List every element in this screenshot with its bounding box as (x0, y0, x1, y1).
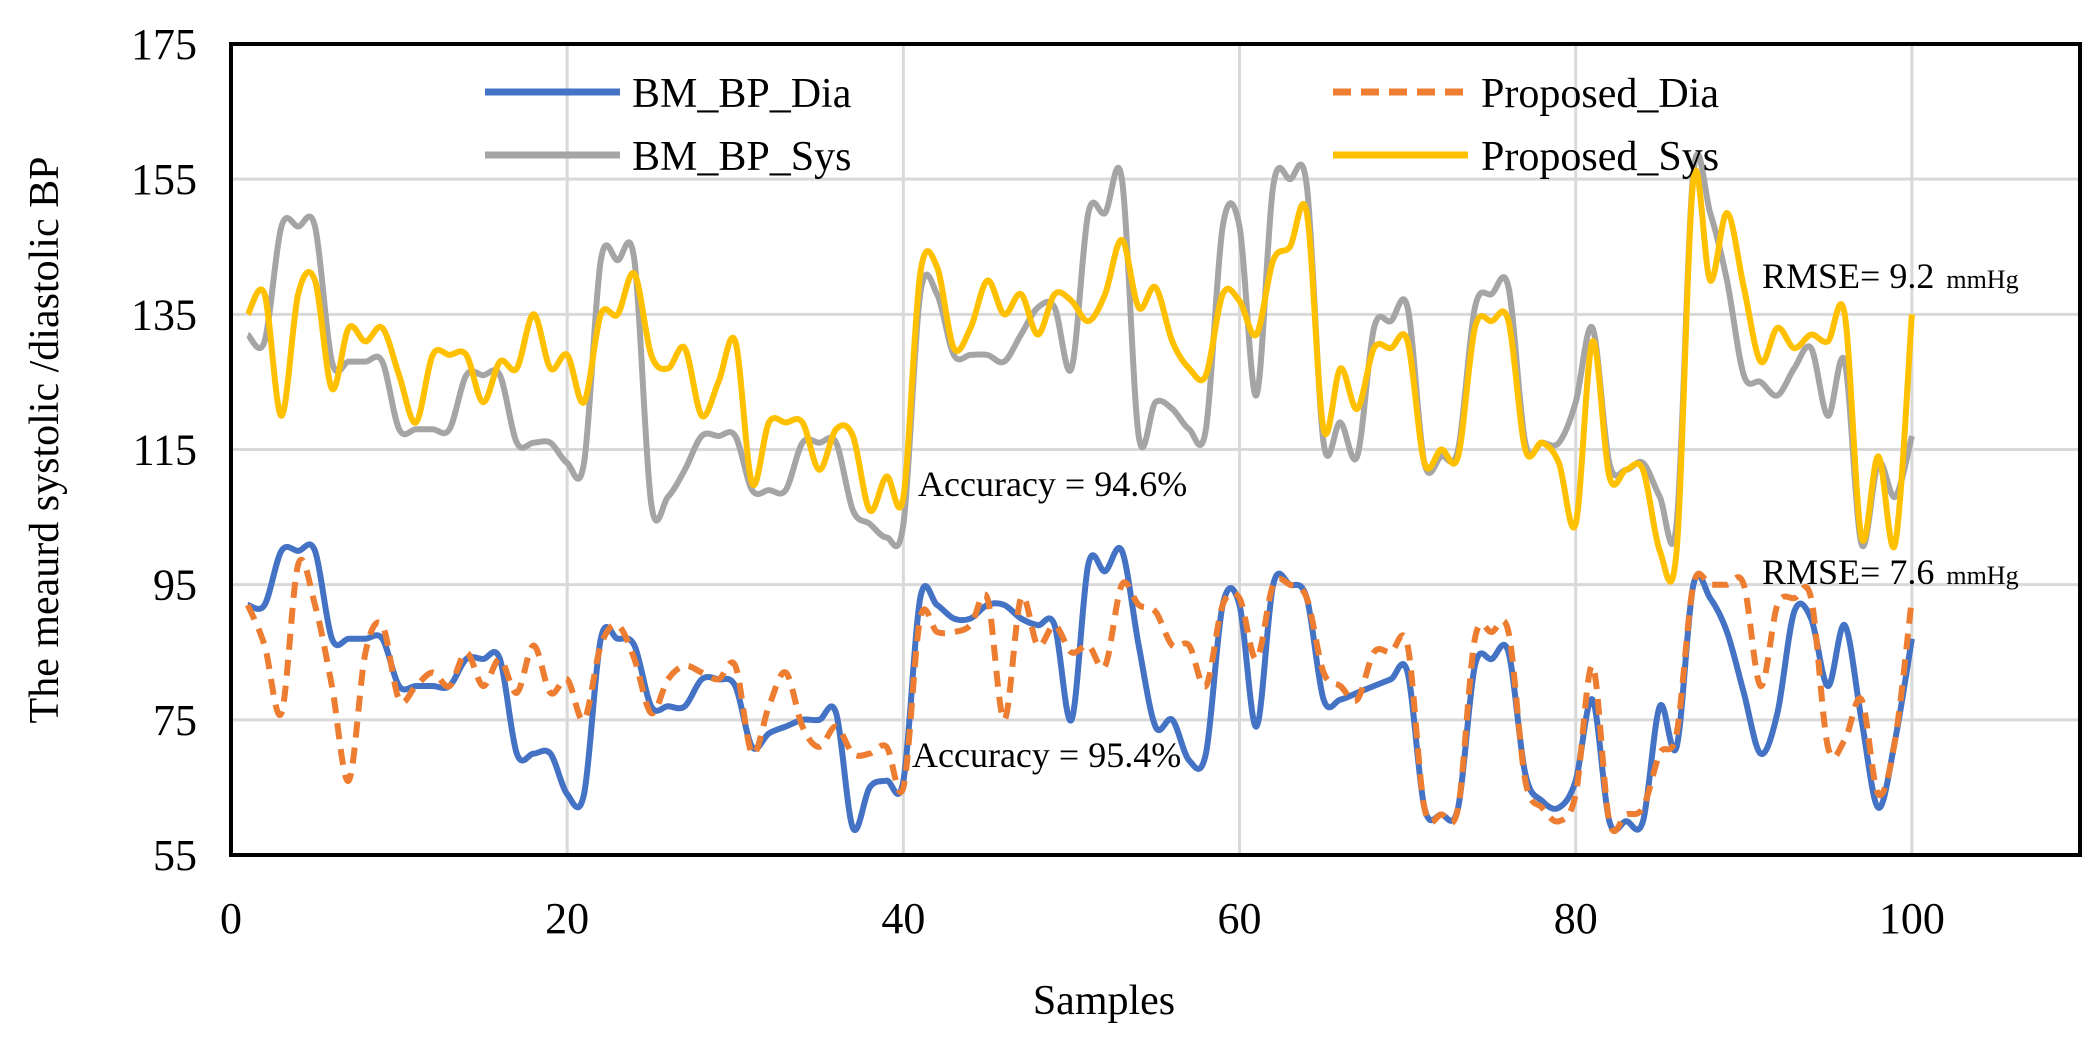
series-line-bm-bp-dia (247, 541, 1915, 834)
sys-rmse-unit: mmHg (1946, 265, 2018, 294)
x-tick-label: 100 (1879, 894, 1945, 943)
gridlines (231, 44, 2080, 855)
tick-labels: 55 75 95 115 135 155 175 0 20 40 60 80 100 (131, 20, 1945, 943)
series-line-proposed-sys (245, 167, 1915, 585)
legend-label-bm-bp-dia: BM_BP_Dia (632, 71, 852, 117)
x-tick-label: 80 (1554, 894, 1598, 943)
plot-border (229, 42, 2082, 857)
legend-item-bm-bp-sys: BM_BP_Sys (485, 134, 851, 180)
sys-rmse-value: RMSE= 9.2 (1762, 256, 1934, 296)
legend-label-bm-bp-sys: BM_BP_Sys (632, 134, 851, 180)
legend: BM_BP_Dia Proposed_Dia BM_BP_Sys Propose… (485, 71, 1719, 180)
dia-rmse-annotation: RMSE= 7.6 mmHg (1762, 552, 2019, 592)
dia-accuracy-annotation: Accuracy = 95.4% (912, 735, 1181, 775)
y-tick-label: 95 (153, 561, 197, 610)
y-tick-label: 55 (153, 831, 197, 880)
x-tick-label: 40 (881, 894, 925, 943)
y-tick-label: 135 (131, 290, 197, 339)
x-tick-label: 60 (1218, 894, 1262, 943)
dia-rmse-unit: mmHg (1946, 561, 2018, 590)
series-line-bm-bp-sys (245, 151, 1915, 550)
x-tick-label: 20 (545, 894, 589, 943)
y-axis-title: The meaurd systolic /diastolic BP (22, 157, 68, 724)
y-tick-label: 75 (153, 696, 197, 745)
legend-label-proposed-dia: Proposed_Dia (1481, 71, 1719, 117)
series-lines (245, 151, 1915, 834)
y-tick-label: 175 (131, 20, 197, 69)
y-tick-label: 115 (133, 426, 197, 475)
y-tick-label: 155 (131, 155, 197, 204)
legend-item-proposed-sys: Proposed_Sys (1333, 134, 1719, 180)
series-line-proposed-dia (245, 556, 1915, 834)
legend-item-proposed-dia: Proposed_Dia (1333, 71, 1719, 117)
sys-rmse-annotation: RMSE= 9.2 mmHg (1762, 256, 2019, 296)
legend-item-bm-bp-dia: BM_BP_Dia (485, 71, 852, 117)
legend-label-proposed-sys: Proposed_Sys (1481, 134, 1719, 180)
dia-rmse-value: RMSE= 7.6 (1762, 552, 1934, 592)
x-tick-label: 0 (220, 894, 242, 943)
sys-accuracy-annotation: Accuracy = 94.6% (918, 464, 1187, 504)
x-axis-title: Samples (1033, 978, 1175, 1024)
